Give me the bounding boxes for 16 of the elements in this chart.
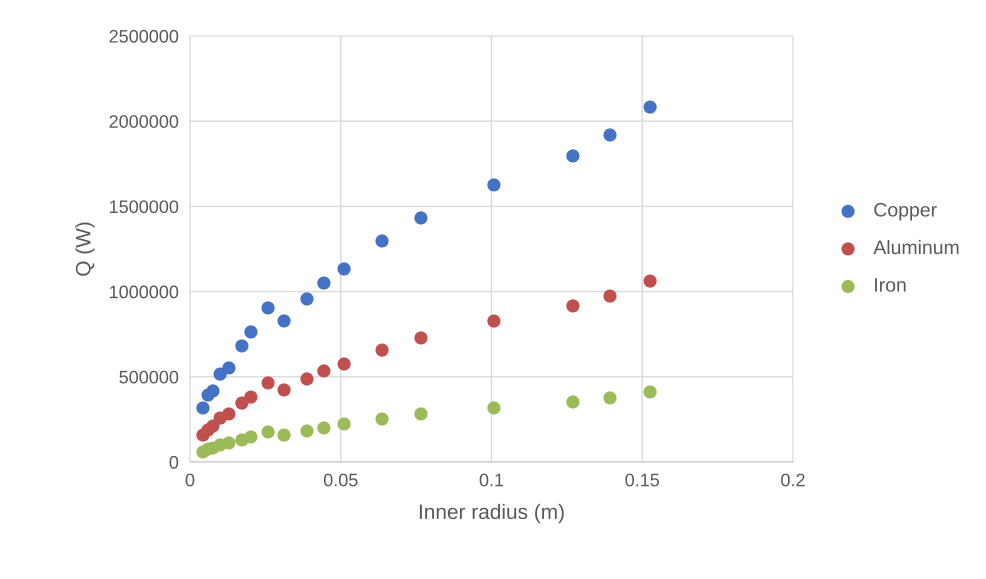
x-tick-label: 0.1 [480, 474, 504, 486]
legend-label: Iron [875, 278, 906, 292]
y-tick-label: 1500000 [110, 200, 178, 214]
y-tick-label: 2000000 [110, 115, 178, 128]
y-tick-label: 2500000 [110, 30, 178, 43]
x-tick-label: 0.2 [781, 474, 805, 486]
x-tick-label: 0.05 [324, 474, 358, 486]
x-tick-label: 0 [186, 474, 194, 486]
x-axis-title: Inner radius (m) [420, 504, 564, 524]
y-axis-title: Q (W) [75, 222, 95, 276]
legend-label: Copper [874, 202, 937, 220]
legend-label: Aluminum [873, 240, 958, 254]
x-tick-label: 0.15 [625, 474, 660, 486]
y-tick-label: 500000 [119, 370, 178, 384]
y-tick-label: 0 [170, 456, 178, 469]
y-tick-label: 1000000 [110, 286, 178, 298]
